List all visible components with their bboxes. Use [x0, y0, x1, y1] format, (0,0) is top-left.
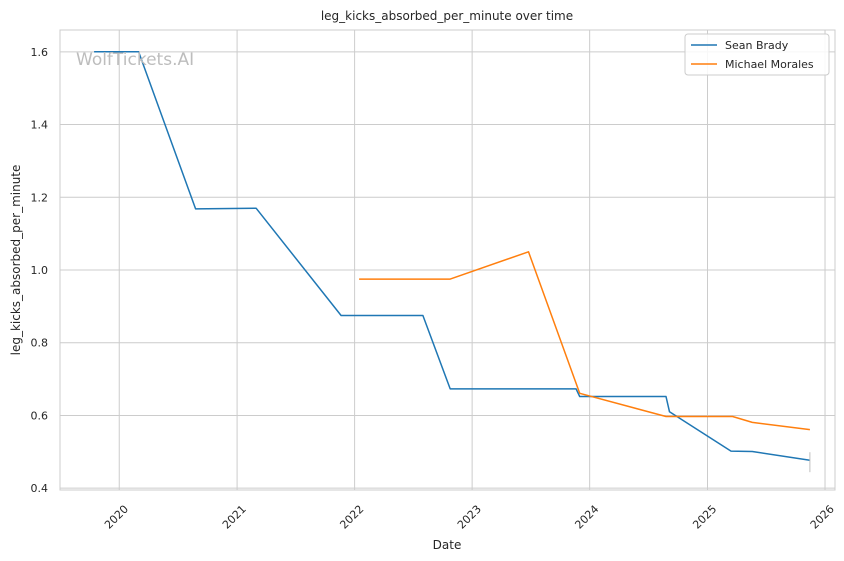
y-tick-label: 1.6: [31, 46, 49, 59]
x-tick-label: 2024: [572, 503, 601, 532]
legend-box: [684, 33, 830, 76]
plot-frame: [59, 29, 836, 491]
legend: Sean Brady Michael Morales: [684, 33, 830, 76]
chart-title: leg_kicks_absorbed_per_minute over time: [321, 9, 573, 23]
y-tick-label: 1.2: [31, 191, 49, 204]
series-line-michael-morales: [359, 251, 810, 431]
legend-label-sean-brady: Sean Brady: [725, 39, 789, 52]
x-tick-label: 2023: [455, 503, 484, 532]
y-tick-label: 1.0: [31, 264, 49, 277]
y-tick-label: 0.8: [31, 337, 49, 350]
x-tick-label: 2025: [690, 503, 719, 532]
watermark: WolfTickets.AI: [76, 50, 194, 70]
x-tick-label: 2020: [102, 503, 131, 532]
y-tick-label: 1.4: [31, 119, 49, 132]
legend-label-michael-morales: Michael Morales: [725, 58, 814, 71]
y-tick-label: 0.4: [31, 482, 49, 495]
x-tick-label: 2022: [337, 503, 366, 532]
x-axis-ticks: 2020 2021 2022 2023 2024 2025 2026: [102, 503, 837, 532]
y-tick-label: 0.6: [31, 409, 49, 422]
x-axis-label: Date: [433, 538, 462, 552]
series-layer: [94, 51, 811, 473]
x-tick-label: 2026: [808, 503, 837, 532]
y-axis-label: leg_kicks_absorbed_per_minute: [9, 165, 23, 356]
grid: [60, 30, 835, 490]
x-tick-label: 2021: [220, 503, 249, 532]
series-line-sean-brady: [94, 51, 811, 461]
y-axis-ticks: 0.4 0.6 0.8 1.0 1.2 1.4 1.6: [31, 46, 49, 495]
